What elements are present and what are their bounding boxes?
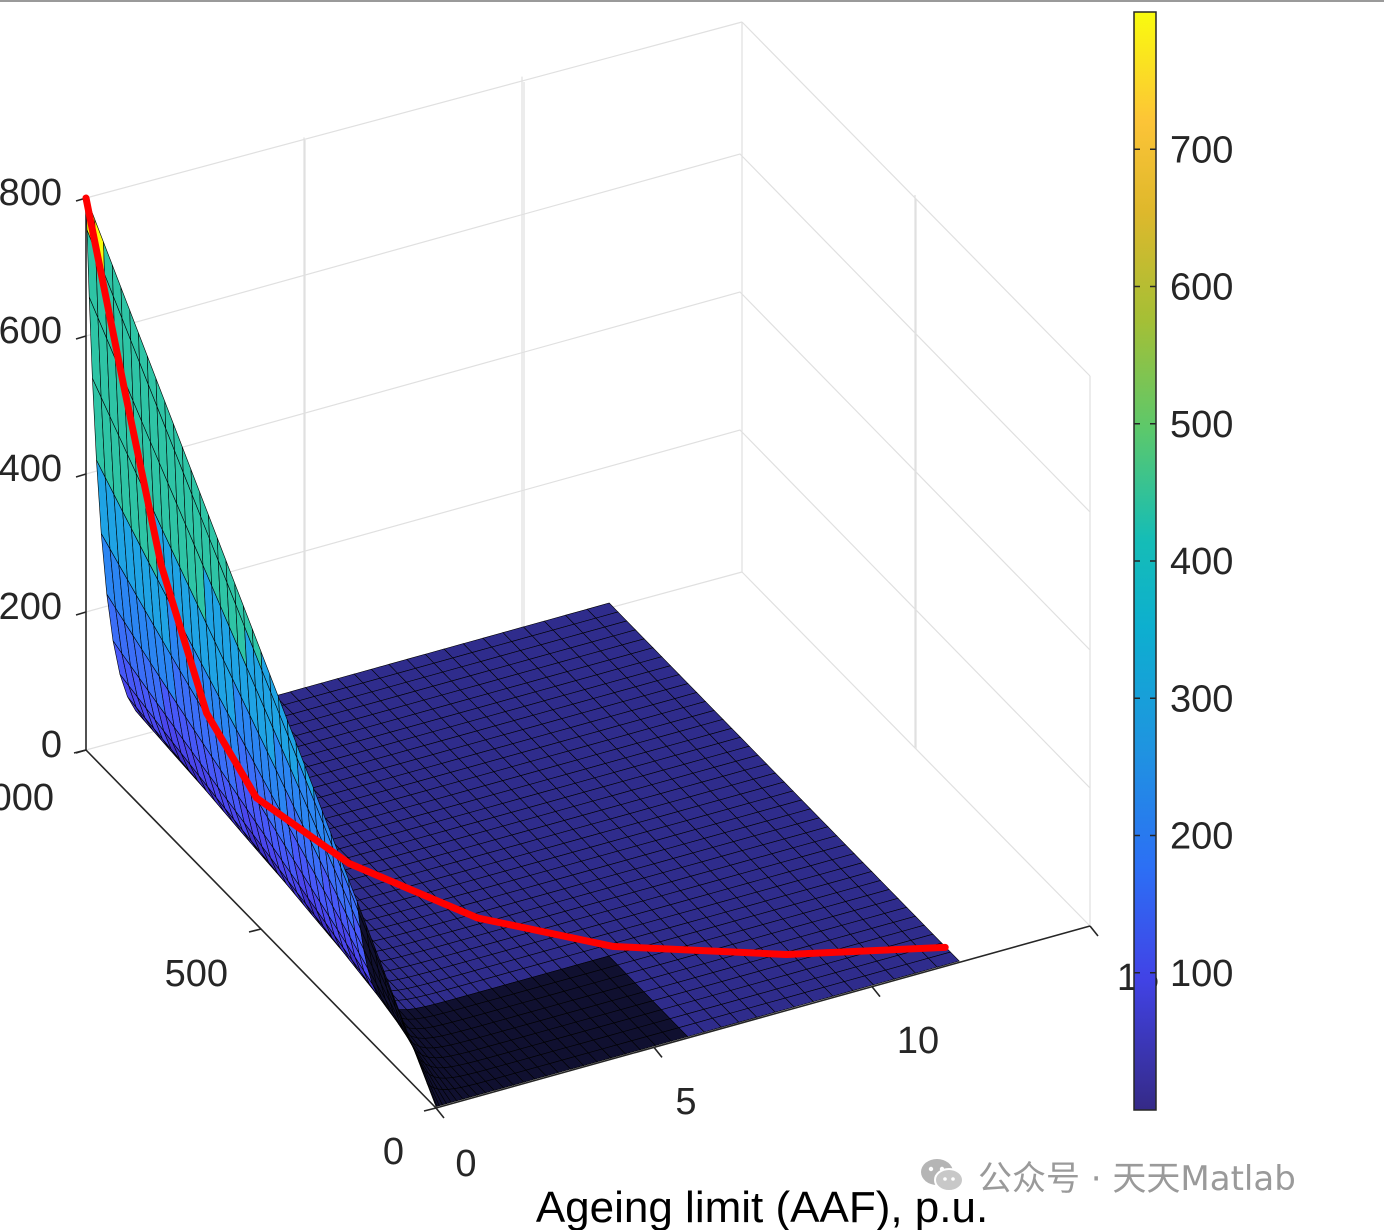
x-tick (871, 986, 881, 998)
y-tick (73, 749, 87, 754)
surface-patch (426, 1082, 438, 1107)
y-tick-label: 500 (165, 953, 228, 995)
x-tick-label: 10 (897, 1020, 939, 1062)
watermark: 公众号 · 天天Matlab (918, 1152, 1296, 1199)
watermark-text: 公众号 · 天天Matlab (978, 1158, 1296, 1199)
y-tick (248, 928, 262, 933)
z-tick-label: 800 (0, 172, 62, 214)
x-axis-line (435, 925, 1091, 1109)
z-gridlines (85, 76, 1091, 789)
x-axis-label: Ageing limit (AAF), p.u. (536, 1183, 988, 1230)
z-tick-label: 0 (41, 724, 62, 766)
colorbar-ticks: 100 200 300 400 500 600 700 (1134, 129, 1233, 995)
z-gridline (85, 153, 1091, 513)
x-tick-label: 0 (455, 1143, 476, 1185)
box-top-back-edge (85, 21, 743, 199)
z-tick (75, 473, 87, 478)
highlight-curve (82, 194, 949, 958)
tick-marks (73, 197, 1099, 1119)
colorbar-tick-label: 300 (1170, 678, 1233, 720)
y-tick-label: 0 (383, 1131, 404, 1173)
colorbar-tick-label: 400 (1170, 541, 1233, 583)
wechat-icon (921, 1159, 964, 1192)
colorbar-tick-label: 700 (1170, 129, 1233, 171)
z-tick (75, 335, 87, 340)
z-tick-label: 600 (0, 310, 62, 352)
x-tick (435, 1107, 445, 1119)
y-tick (423, 1107, 437, 1112)
x-tick (1089, 925, 1099, 937)
x-tick (653, 1046, 663, 1058)
surface (85, 196, 960, 1107)
z-tick (75, 611, 87, 616)
y-tick-label: 1000 (0, 777, 54, 819)
z-tick-label: 400 (0, 448, 62, 490)
x-tick-label: 5 (675, 1081, 696, 1123)
z-tick-label: 200 (0, 586, 62, 628)
colorbar-tick-label: 100 (1170, 953, 1233, 995)
colorbar-tick-label: 200 (1170, 816, 1233, 858)
colorbar-tick-label: 500 (1170, 404, 1233, 446)
colorbar-tick-label: 600 (1170, 267, 1233, 309)
